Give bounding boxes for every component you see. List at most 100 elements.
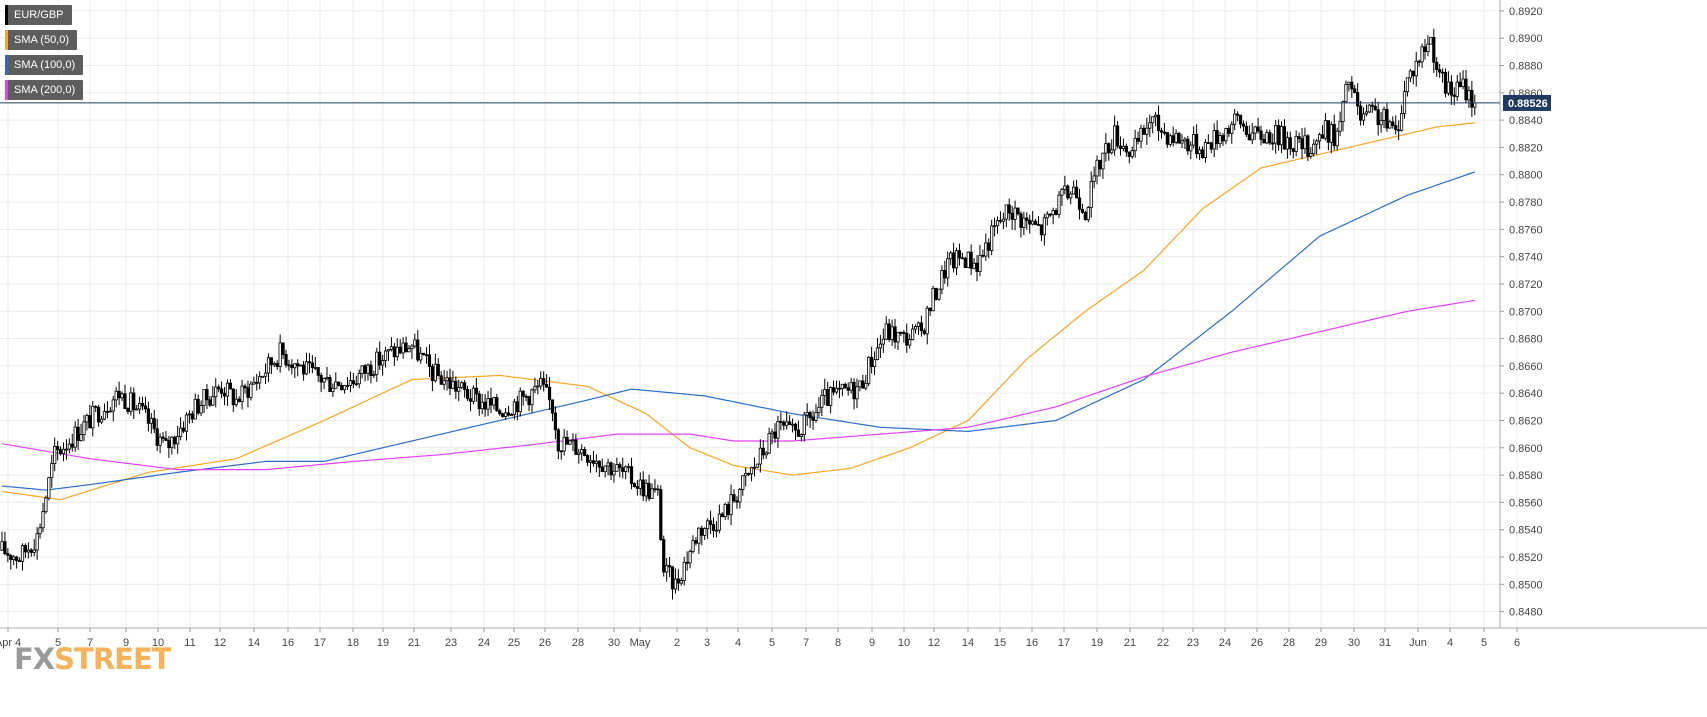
- candle: [1054, 208, 1058, 216]
- candle-body: [717, 513, 721, 531]
- candle: [94, 405, 98, 413]
- candle-body: [527, 396, 531, 406]
- candle: [398, 339, 402, 355]
- candle: [319, 372, 323, 392]
- candle-body: [1350, 81, 1354, 90]
- candle-body: [1370, 104, 1374, 107]
- candle: [1247, 125, 1251, 141]
- candle: [670, 566, 675, 600]
- candle: [512, 398, 517, 420]
- candle: [105, 401, 110, 419]
- candle-body: [1300, 138, 1304, 150]
- candle-body: [1057, 194, 1061, 215]
- candle: [586, 454, 590, 467]
- candle-body: [328, 377, 332, 393]
- y-tick-label: 0.8740: [1509, 252, 1543, 264]
- candle: [1168, 133, 1172, 147]
- x-tick-label: 28: [572, 637, 584, 649]
- candle: [1306, 134, 1310, 162]
- candle: [1274, 120, 1278, 154]
- candle: [820, 389, 824, 417]
- candle-body: [310, 362, 314, 368]
- candle: [858, 380, 862, 392]
- candle: [969, 244, 973, 275]
- candle: [20, 543, 25, 571]
- candle-body: [138, 403, 142, 410]
- candle-body: [1268, 132, 1272, 144]
- x-tick-label: 15: [994, 637, 1006, 649]
- candle-body: [143, 405, 148, 410]
- candle-body: [23, 544, 28, 553]
- candle: [720, 512, 724, 518]
- candle-body: [972, 262, 976, 269]
- x-tick-label: 17: [1058, 637, 1070, 649]
- candle-body: [296, 363, 300, 367]
- candle-body: [987, 242, 991, 251]
- candle: [600, 458, 604, 473]
- candle: [114, 386, 118, 408]
- candle-body: [1241, 123, 1246, 127]
- candle: [928, 307, 932, 316]
- candle: [263, 363, 268, 385]
- candle: [471, 385, 476, 405]
- sma-layer: [1, 122, 1475, 501]
- candle-body: [208, 399, 212, 406]
- candle-body: [714, 529, 719, 532]
- candle-body: [1382, 108, 1386, 121]
- legend-sma-100[interactable]: SMA (100,0): [5, 55, 84, 75]
- candle: [1405, 77, 1410, 97]
- candle: [501, 412, 505, 418]
- candle: [205, 384, 209, 410]
- candle-body: [1320, 134, 1325, 139]
- candle-body: [117, 390, 121, 399]
- candle-body: [1127, 151, 1131, 157]
- candle-body: [1077, 197, 1082, 210]
- candle: [703, 527, 707, 541]
- candle-body: [129, 392, 133, 412]
- candle-body: [76, 426, 80, 441]
- x-tick-label: 25: [508, 637, 520, 649]
- candle-body: [1294, 136, 1298, 152]
- candle-body: [85, 415, 89, 423]
- candle: [890, 319, 894, 346]
- legend-eurgbp[interactable]: EUR/GBP: [5, 5, 72, 25]
- candle-body: [132, 392, 136, 411]
- candle-body: [278, 342, 282, 367]
- candle-body: [1101, 152, 1105, 170]
- candle-body: [1036, 224, 1041, 226]
- candle-body: [120, 393, 124, 399]
- legend-sma-200[interactable]: SMA (200,0): [5, 80, 84, 100]
- candle: [954, 247, 959, 276]
- candle-layer: [0, 28, 1477, 600]
- candle-body: [512, 401, 517, 415]
- candle-body: [460, 382, 464, 388]
- candle: [553, 406, 557, 440]
- candle-body: [334, 381, 338, 389]
- candle: [647, 474, 651, 502]
- candle-body: [67, 443, 71, 450]
- candle-body: [738, 489, 742, 503]
- candle-body: [808, 412, 812, 419]
- candle: [342, 384, 347, 394]
- candle-body: [1309, 153, 1313, 157]
- legend-sma-50[interactable]: SMA (50,0): [5, 30, 78, 50]
- candle: [773, 423, 777, 443]
- candle: [688, 549, 692, 569]
- y-tick-label: 0.8520: [1509, 552, 1543, 564]
- logo-fx: FX: [14, 642, 55, 676]
- candle-body: [205, 389, 209, 401]
- candle-body: [735, 500, 739, 503]
- candle: [1127, 151, 1131, 164]
- candle: [1215, 120, 1219, 151]
- candle: [225, 379, 230, 406]
- candle: [1326, 120, 1330, 151]
- candle-body: [682, 561, 686, 581]
- candle-body: [1092, 175, 1096, 182]
- candle: [1004, 204, 1008, 228]
- candle: [70, 433, 74, 452]
- candle: [167, 435, 171, 458]
- candle: [1382, 106, 1386, 129]
- candle-body: [937, 288, 941, 300]
- x-tick-label: 10: [152, 637, 164, 649]
- candle: [717, 504, 721, 534]
